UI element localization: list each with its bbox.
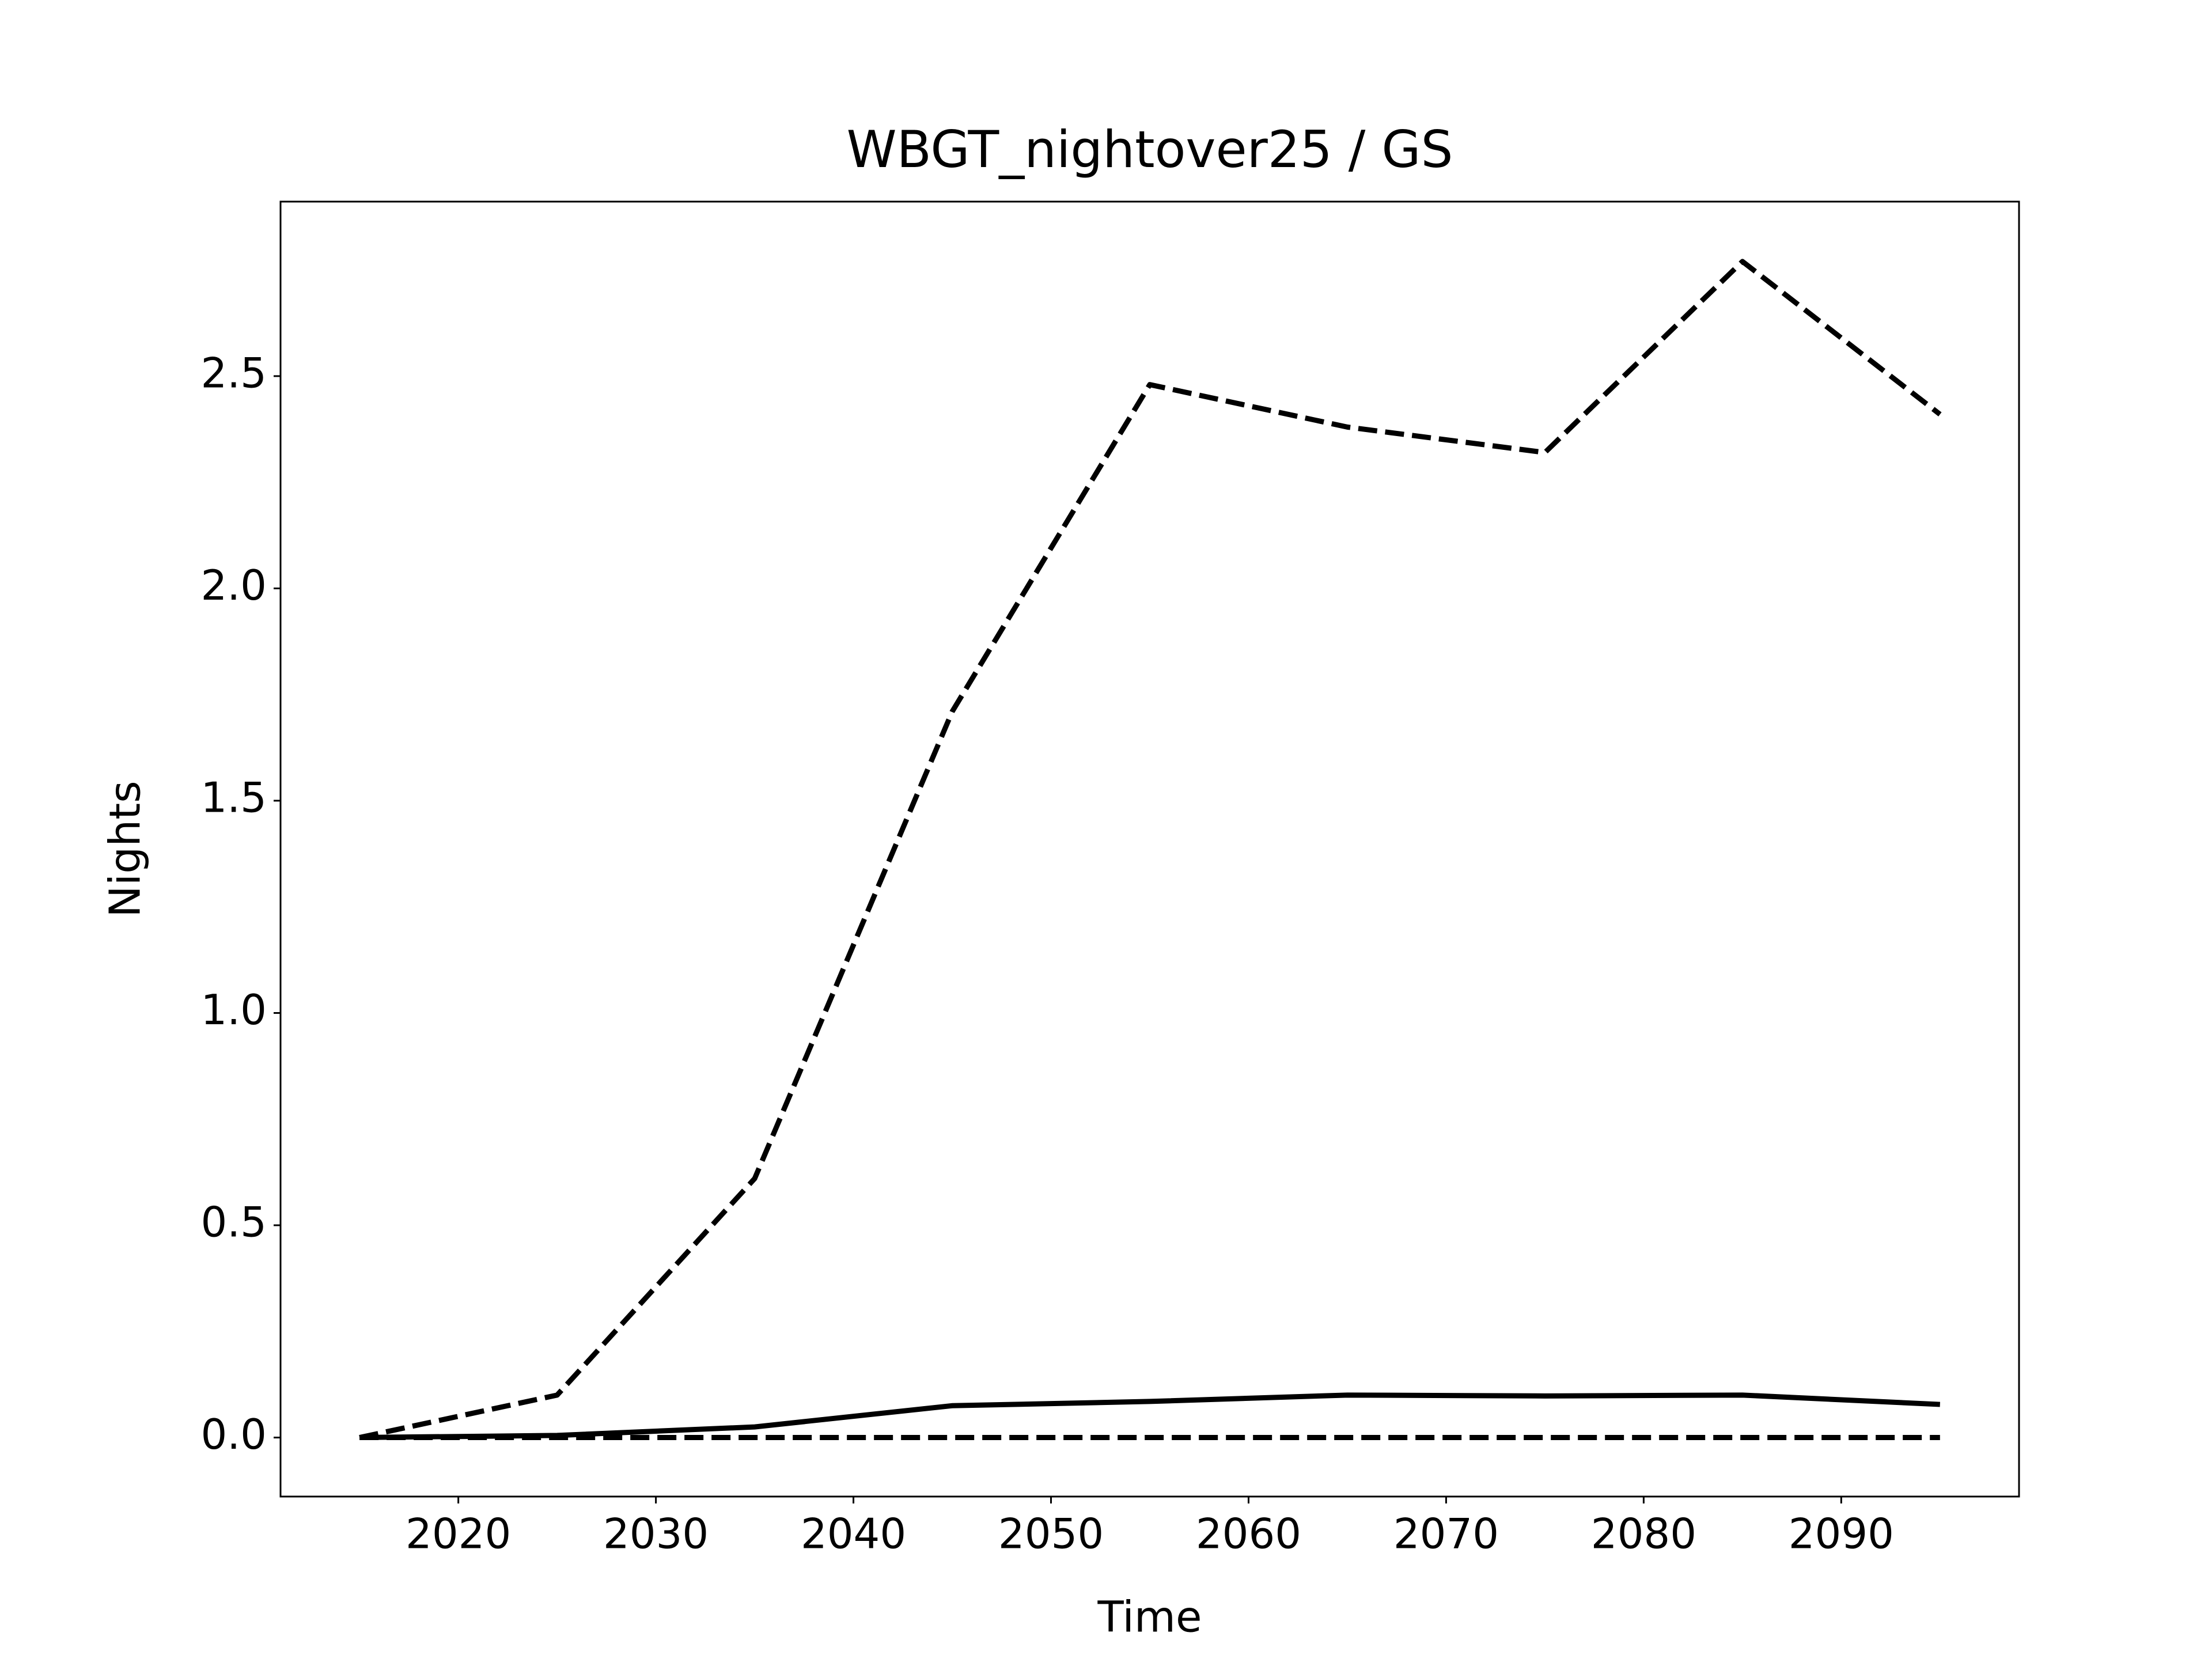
x-tick-label: 2040: [801, 1510, 906, 1558]
y-tick-label: 1.5: [200, 773, 267, 821]
y-tick-label: 0.0: [200, 1410, 267, 1459]
x-tick-label: 2080: [1591, 1510, 1696, 1558]
y-tick-label: 2.5: [200, 349, 267, 397]
y-axis-label: Nights: [101, 781, 150, 917]
y-tick-label: 2.0: [200, 561, 267, 609]
y-tick-label: 1.0: [200, 986, 267, 1034]
x-axis-label: Time: [1097, 1593, 1202, 1642]
x-tick-label: 2060: [1196, 1510, 1301, 1558]
series-line: [359, 259, 1942, 1440]
x-tick-label: 2070: [1393, 1510, 1499, 1558]
x-tick-label: 2030: [603, 1510, 709, 1558]
series-line: [359, 1392, 1941, 1441]
x-tick-label: 2090: [1789, 1510, 1894, 1558]
y-tick-label: 0.5: [200, 1198, 267, 1247]
x-tick-label: 2020: [406, 1510, 511, 1558]
chart-title: WBGT_nightover25 / GS: [847, 120, 1453, 179]
plot-frame: [279, 200, 2020, 1498]
x-tick-label: 2050: [998, 1510, 1104, 1558]
